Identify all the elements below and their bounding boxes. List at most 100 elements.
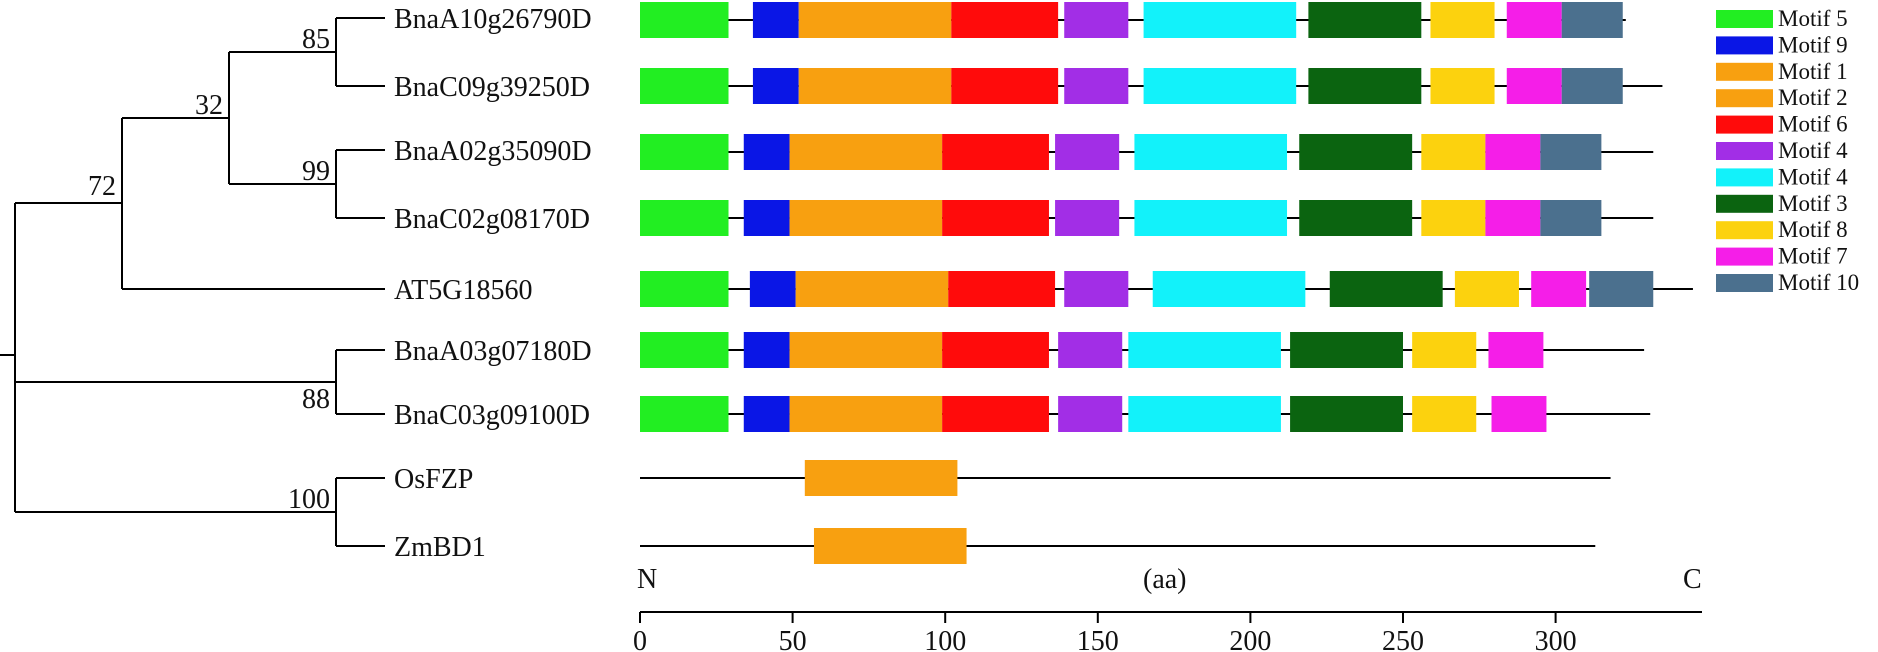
axis-c-terminus-label: C <box>1683 564 1702 595</box>
motif-box-motif-4b-bnac02g08170d <box>1134 200 1288 236</box>
motif-box-motif-1-bnac03g09100d <box>789 396 943 432</box>
motif-box-motif-2-zmbd1 <box>813 528 967 564</box>
motif-box-motif-5-bnaa10g26790d <box>640 2 729 38</box>
phylogenetic-tree <box>0 17 385 547</box>
axis-tick-label-50: 50 <box>779 626 807 652</box>
motif-box-motif-3-bnac09g39250d <box>1308 68 1422 104</box>
motif-box-motif-9-bnac09g39250d <box>752 68 799 104</box>
gene-label-at5g18560: AT5G18560 <box>394 275 532 306</box>
legend-swatch-7 <box>1716 168 1773 187</box>
legend-swatch-6 <box>1716 142 1773 160</box>
motif-box-motif-6-bnaa10g26790d <box>951 2 1059 38</box>
legend-swatch-5 <box>1716 115 1773 134</box>
motif-box-motif-7-bnac03g09100d <box>1491 396 1547 432</box>
axis-tick-label-300: 300 <box>1535 626 1577 652</box>
axis-tick-label-250: 250 <box>1382 626 1424 652</box>
legend-swatch-9 <box>1716 221 1773 240</box>
gene-label-zmbd1: ZmBD1 <box>394 532 486 563</box>
legend-label-1: Motif 5 <box>1778 6 1848 31</box>
motif-box-motif-10-bnaa02g35090d <box>1540 134 1602 170</box>
motif-box-motif-4-bnac02g08170d <box>1055 200 1120 236</box>
motif-box-motif-4b-bnac03g09100d <box>1128 396 1281 432</box>
motif-box-motif-7-bnaa10g26790d <box>1506 2 1562 38</box>
motif-box-motif-3-bnac03g09100d <box>1290 396 1403 432</box>
motif-box-motif-2-osfzp <box>804 460 958 496</box>
motif-box-motif-4b-bnaa10g26790d <box>1143 2 1297 38</box>
length-axis: N (aa) C 0 50 100 150 200 250 300 <box>633 564 1702 652</box>
motif-box-motif-5-bnac09g39250d <box>640 68 729 104</box>
motif-box-motif-7-bnaa02g35090d <box>1485 134 1541 170</box>
motif-box-motif-5-bnaa02g35090d <box>640 134 729 170</box>
legend-swatch-4 <box>1716 89 1773 108</box>
legend-label-6: Motif 4 <box>1778 138 1848 163</box>
motif-box-motif-7-bnaa03g07180d <box>1488 332 1544 368</box>
motif-box-motif-9-at5g18560 <box>749 271 796 307</box>
bootstrap-85: 85 <box>302 24 330 55</box>
motif-box-motif-4b-bnaa03g07180d <box>1128 332 1281 368</box>
motif-box-motif-9-bnaa10g26790d <box>752 2 799 38</box>
motif-box-motif-3-bnaa02g35090d <box>1299 134 1413 170</box>
motif-box-motif-5-bnac03g09100d <box>640 396 729 432</box>
bootstrap-100: 100 <box>288 484 330 515</box>
motif-box-motif-10-at5g18560 <box>1589 271 1654 307</box>
motif-box-motif-4-bnaa10g26790d <box>1064 2 1129 38</box>
motif-box-motif-6-at5g18560 <box>948 271 1056 307</box>
legend-label-11: Motif 10 <box>1778 270 1859 295</box>
motif-box-motif-8-bnac03g09100d <box>1412 396 1477 432</box>
gene-label-bnac02g08170d: BnaC02g08170D <box>394 204 590 235</box>
motif-box-motif-1-bnac02g08170d <box>789 200 943 236</box>
motif-box-motif-8-bnac09g39250d <box>1430 68 1495 104</box>
motif-tracks <box>640 2 1693 564</box>
motif-box-motif-1-bnaa10g26790d <box>798 2 952 38</box>
gene-label-bnaa10g26790d: BnaA10g26790D <box>394 4 592 35</box>
motif-box-motif-3-bnaa10g26790d <box>1308 2 1422 38</box>
legend-label-2: Motif 9 <box>1778 32 1848 57</box>
motif-box-motif-4b-bnac09g39250d <box>1143 68 1297 104</box>
axis-tick-label-200: 200 <box>1229 626 1271 652</box>
legend-label-3: Motif 1 <box>1778 59 1848 84</box>
legend-label-8: Motif 3 <box>1778 191 1848 216</box>
bootstrap-88: 88 <box>302 384 330 415</box>
axis-tick-label-150: 150 <box>1077 626 1119 652</box>
legend-swatch-10 <box>1716 247 1773 266</box>
legend-label-5: Motif 6 <box>1778 112 1848 137</box>
legend-swatch-2 <box>1716 36 1773 55</box>
motif-box-motif-10-bnaa10g26790d <box>1561 2 1623 38</box>
motif-box-motif-8-at5g18560 <box>1454 271 1519 307</box>
legend-label-7: Motif 4 <box>1778 164 1848 189</box>
motif-box-motif-7-bnac09g39250d <box>1506 68 1562 104</box>
bootstrap-72: 72 <box>88 171 116 202</box>
motif-box-motif-6-bnaa02g35090d <box>942 134 1049 170</box>
legend-swatch-8 <box>1716 194 1773 213</box>
axis-unit-label: (aa) <box>1143 564 1187 595</box>
gene-labels: BnaA10g26790D BnaC09g39250D BnaA02g35090… <box>394 4 592 563</box>
motif-box-motif-6-bnac09g39250d <box>951 68 1059 104</box>
motif-box-motif-1-bnac09g39250d <box>798 68 952 104</box>
bootstrap-values: 85 32 99 72 88 100 <box>88 24 330 515</box>
bootstrap-32: 32 <box>195 90 223 121</box>
motif-box-motif-4b-bnaa02g35090d <box>1134 134 1288 170</box>
motif-box-motif-9-bnac03g09100d <box>743 396 790 432</box>
motif-box-motif-9-bnaa03g07180d <box>743 332 790 368</box>
motif-box-motif-10-bnac02g08170d <box>1540 200 1602 236</box>
motif-box-motif-3-bnac02g08170d <box>1299 200 1413 236</box>
motif-box-motif-6-bnac03g09100d <box>942 396 1049 432</box>
motif-box-motif-4-bnac03g09100d <box>1058 396 1123 432</box>
motif-box-motif-8-bnaa10g26790d <box>1430 2 1495 38</box>
motif-box-motif-4-bnaa03g07180d <box>1058 332 1123 368</box>
motif-box-motif-5-at5g18560 <box>640 271 729 307</box>
bootstrap-99: 99 <box>302 156 330 187</box>
motif-box-motif-8-bnaa02g35090d <box>1421 134 1486 170</box>
motif-box-motif-4b-at5g18560 <box>1152 271 1306 307</box>
motif-box-motif-9-bnac02g08170d <box>743 200 790 236</box>
motif-box-motif-10-bnac09g39250d <box>1561 68 1623 104</box>
gene-label-osfzp: OsFZP <box>394 464 473 495</box>
legend-swatch-11 <box>1716 274 1773 292</box>
motif-box-motif-4-bnaa02g35090d <box>1055 134 1120 170</box>
motif-box-motif-8-bnaa03g07180d <box>1412 332 1477 368</box>
gene-label-bnaa03g07180d: BnaA03g07180D <box>394 336 592 367</box>
gene-label-bnaa02g35090d: BnaA02g35090D <box>394 136 592 167</box>
gene-label-bnac03g09100d: BnaC03g09100D <box>394 400 590 431</box>
motif-box-motif-9-bnaa02g35090d <box>743 134 790 170</box>
